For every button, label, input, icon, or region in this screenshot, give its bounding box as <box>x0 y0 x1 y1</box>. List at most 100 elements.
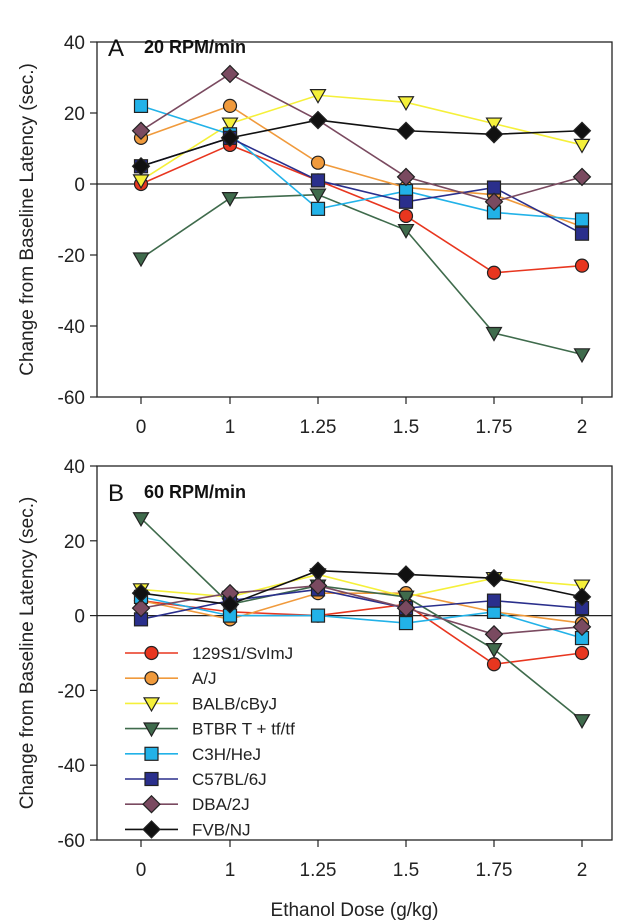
data-point <box>396 598 416 618</box>
data-point <box>308 561 328 581</box>
data-point <box>486 657 502 672</box>
legend-label: C3H/HeJ <box>192 745 261 764</box>
series-line <box>140 517 583 721</box>
data-point <box>396 167 416 187</box>
panel-title: 60 RPM/min <box>144 482 246 502</box>
legend-marker <box>142 820 161 839</box>
y-tick-label: -60 <box>58 388 85 409</box>
x-tick-label: 1.25 <box>300 860 337 881</box>
series-line <box>140 596 583 639</box>
series-line <box>140 73 583 203</box>
data-point <box>486 265 502 280</box>
data-point <box>573 579 591 595</box>
data-point <box>486 180 502 195</box>
chart-panel-b: 40 20 0 -20 -40 -60 0 1 1.25 1.5 1.75 2 Change from … <box>17 457 613 920</box>
data-point <box>398 194 414 209</box>
data-point <box>484 192 504 212</box>
data-point <box>574 212 590 227</box>
legend-label: BTBR T + tf/tf <box>192 720 295 739</box>
series-line <box>140 588 583 621</box>
data-point <box>310 155 326 170</box>
legend-marker <box>142 697 161 713</box>
series-line <box>140 592 583 624</box>
legend-label: DBA/2J <box>192 795 250 814</box>
data-point <box>222 98 238 114</box>
series-line <box>140 94 583 182</box>
data-point <box>572 617 592 637</box>
data-point <box>572 587 592 607</box>
y-tick-label: -40 <box>58 756 85 777</box>
y-tick-label: -20 <box>58 681 85 702</box>
data-point <box>398 208 414 224</box>
data-point <box>397 590 415 606</box>
chart-panel-a: 40 20 0 -20 -40 -60 0 1 1.25 1.5 1.75 2 Change from … <box>17 33 613 438</box>
data-point <box>220 64 240 84</box>
plot-frame <box>96 465 613 841</box>
x-tick-label: 1.25 <box>300 417 337 438</box>
data-point <box>573 138 591 154</box>
data-point <box>485 117 503 133</box>
y-tick-label: -40 <box>58 317 85 338</box>
data-point <box>484 568 504 588</box>
y-tick-label: 40 <box>64 457 85 478</box>
data-point <box>397 96 415 112</box>
x-tick-label: 1 <box>225 860 236 881</box>
data-point <box>485 326 503 342</box>
data-point <box>573 714 591 730</box>
series-line <box>140 584 583 636</box>
data-point <box>131 156 151 176</box>
y-tick-label: 40 <box>64 33 85 54</box>
data-point <box>132 512 150 528</box>
legend-marker <box>144 671 159 686</box>
data-point <box>397 223 415 239</box>
panel-letter: B <box>108 480 124 507</box>
y-axis-label: Change from Baseline Latency (sec.) <box>17 497 38 810</box>
data-point <box>572 167 592 187</box>
series-line <box>140 136 583 235</box>
data-point <box>308 110 328 130</box>
legend-label: BALB/cByJ <box>192 694 277 713</box>
data-point <box>131 121 151 141</box>
y-tick-label: 20 <box>64 104 85 125</box>
legend-label: FVB/NJ <box>192 820 251 839</box>
series-line <box>140 105 583 221</box>
legend-label: C57BL/6J <box>192 770 267 789</box>
data-point <box>220 595 240 614</box>
series-line <box>140 599 583 666</box>
data-point <box>396 121 416 141</box>
data-point <box>131 598 151 618</box>
legend-marker <box>144 771 159 787</box>
data-point <box>310 201 326 216</box>
data-point <box>574 226 590 241</box>
series-line <box>140 193 583 356</box>
y-tick-label: 20 <box>64 532 85 553</box>
legend-marker <box>142 794 161 814</box>
data-point <box>133 98 149 114</box>
y-tick-label: -60 <box>58 831 85 852</box>
data-point <box>573 348 591 364</box>
x-tick-label: 2 <box>577 417 588 438</box>
data-point <box>131 583 151 603</box>
data-point <box>486 593 502 608</box>
data-point <box>310 608 326 623</box>
legend-marker <box>144 645 159 661</box>
y-axis-label: Change from Baseline Latency (sec.) <box>17 63 38 376</box>
series-line <box>140 569 583 606</box>
y-tick-label: -20 <box>58 246 85 267</box>
series-line <box>140 105 583 228</box>
data-point <box>309 89 327 104</box>
data-point <box>309 188 327 204</box>
x-tick-label: 1.75 <box>476 417 513 438</box>
panel-letter: A <box>108 35 124 62</box>
data-point <box>484 125 504 144</box>
legend-marker <box>142 722 161 738</box>
data-point <box>221 117 239 133</box>
data-point <box>398 615 414 631</box>
x-tick-label: 2 <box>577 860 588 881</box>
legend: 129S1/SvImJ A/J BALB/cByJ BTBR T + tf/tf C3H… <box>125 644 295 839</box>
data-point <box>310 173 326 188</box>
x-tick-label: 1.75 <box>476 860 513 881</box>
x-tick-label: 1.5 <box>393 417 419 438</box>
data-point <box>574 258 590 273</box>
series-line <box>140 119 583 168</box>
